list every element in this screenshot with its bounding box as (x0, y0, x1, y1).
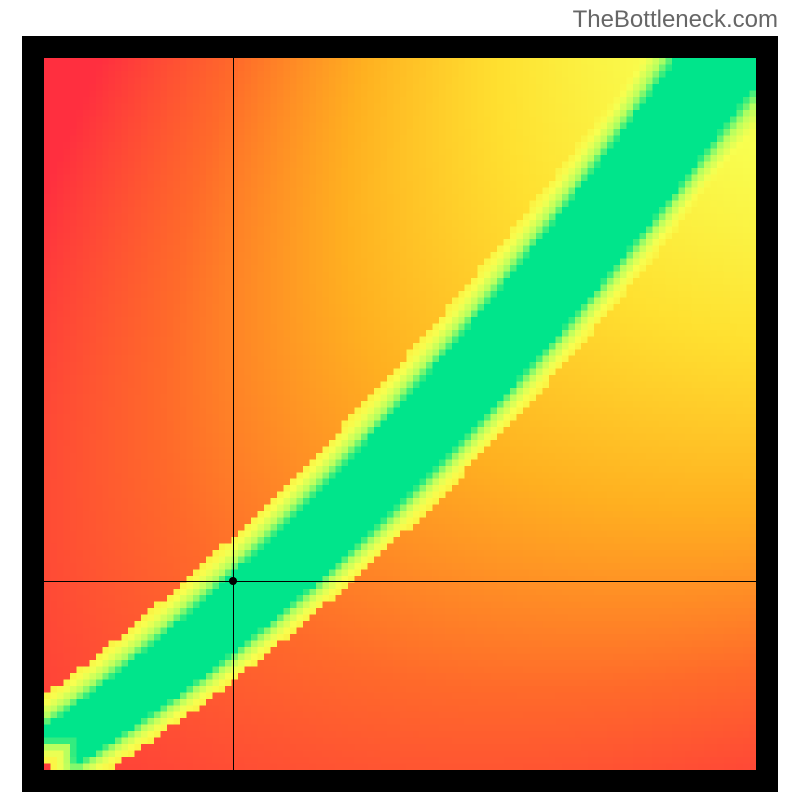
marker-dot (229, 577, 237, 585)
heatmap-plot-area (44, 58, 756, 770)
crosshair-vertical (233, 58, 234, 770)
chart-outer-frame (22, 36, 778, 792)
attribution-text: TheBottleneck.com (573, 6, 778, 34)
heatmap-canvas (44, 58, 756, 770)
crosshair-horizontal (44, 581, 756, 582)
